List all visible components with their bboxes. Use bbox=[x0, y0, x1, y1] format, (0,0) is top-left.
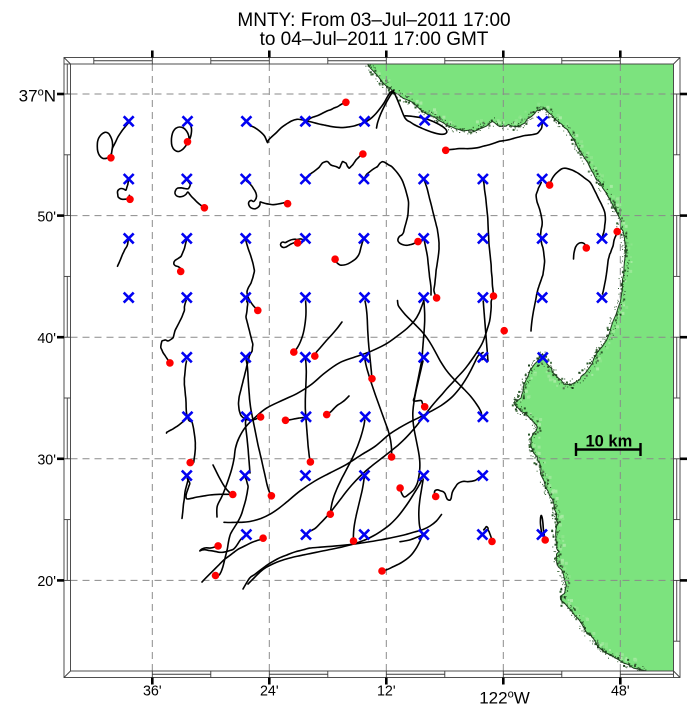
svg-text:122oW: 122oW bbox=[479, 689, 530, 708]
svg-text:48': 48' bbox=[611, 683, 630, 699]
svg-text:10 km: 10 km bbox=[586, 432, 633, 450]
svg-text:20': 20' bbox=[37, 574, 56, 590]
svg-text:37oN: 37oN bbox=[19, 86, 56, 105]
svg-text:40': 40' bbox=[37, 331, 56, 347]
svg-text:MNTY: From 03–Jul–2011 17:00: MNTY: From 03–Jul–2011 17:00 bbox=[237, 10, 510, 31]
svg-text:30': 30' bbox=[37, 453, 56, 469]
svg-text:24': 24' bbox=[260, 683, 279, 699]
svg-text:50': 50' bbox=[37, 209, 56, 225]
svg-text:to 04–Jul–2011 17:00 GMT: to 04–Jul–2011 17:00 GMT bbox=[260, 29, 489, 50]
svg-text:12': 12' bbox=[377, 683, 396, 699]
svg-text:36': 36' bbox=[143, 683, 162, 699]
